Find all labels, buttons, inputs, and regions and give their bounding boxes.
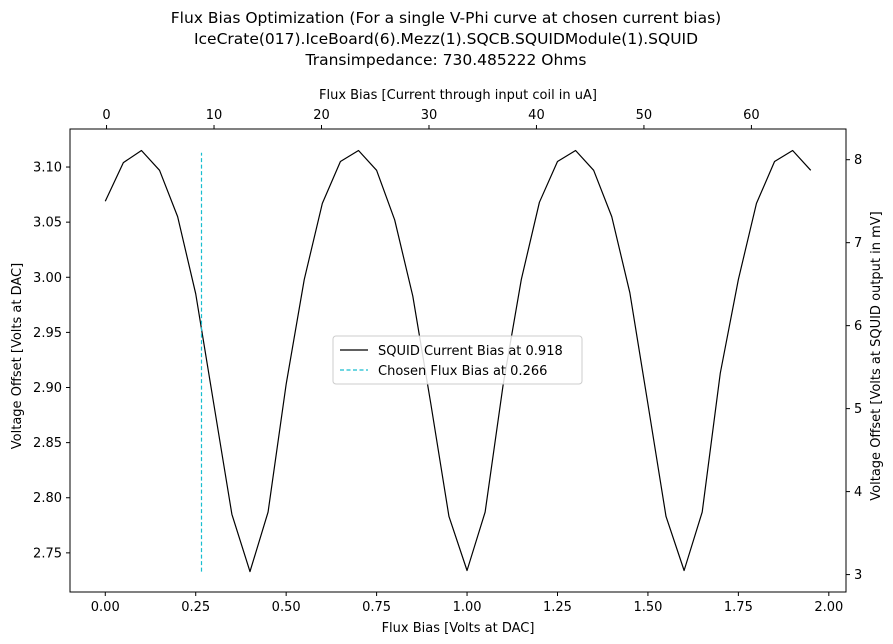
x-top-tick-label: 10 [206, 108, 223, 123]
squid-vphi-curve [104, 149, 812, 573]
legend-label-flux: Chosen Flux Bias at 0.266 [378, 364, 547, 379]
y-right-tick-label: 6 [854, 319, 862, 334]
plot-series [104, 149, 812, 573]
y-right-tick-label: 3 [854, 568, 862, 583]
y-right-tick-label: 4 [854, 485, 862, 500]
y-tick-label: 3.00 [33, 271, 62, 286]
y-right-tick-label: 5 [854, 402, 862, 417]
x-tick-label: 0.50 [272, 600, 301, 615]
x-tick-label: 1.00 [453, 600, 482, 615]
y-tick-label: 2.75 [33, 546, 62, 561]
y-tick-label: 3.10 [33, 161, 62, 176]
chart-title-line: IceCrate(017).IceBoard(6).Mezz(1).SQCB.S… [194, 30, 698, 48]
x-top-tick-label: 50 [636, 108, 653, 123]
x-tick-label: 0.00 [91, 600, 120, 615]
y-axis-left-label: Voltage Offset [Volts at DAC] [10, 263, 25, 449]
y-axis-left-ticks: 2.75 2.80 2.85 2.90 2.95 3.00 3.05 3.10 [33, 161, 70, 561]
chart-title: Flux Bias Optimization (For a single V-P… [171, 9, 721, 69]
chart-title-line: Flux Bias Optimization (For a single V-P… [171, 9, 721, 27]
x-tick-label: 0.75 [362, 600, 391, 615]
y-tick-label: 2.80 [33, 491, 62, 506]
x-top-tick-label: 40 [528, 108, 545, 123]
chart-title-line: Transimpedance: 730.485222 Ohms [305, 51, 587, 69]
x-top-tick-label: 60 [743, 108, 760, 123]
x-top-tick-label: 20 [313, 108, 330, 123]
x-tick-label: 2.00 [814, 600, 843, 615]
x-tick-label: 1.50 [633, 600, 662, 615]
x-axis-bottom-label: Flux Bias [Volts at DAC] [382, 621, 535, 636]
y-axis-right-ticks: 3 4 5 6 7 8 [846, 153, 862, 583]
x-axis-bottom-ticks: 0.00 0.25 0.50 0.75 1.00 1.25 1.50 1.75 2.00 [91, 592, 843, 615]
x-axis-top-ticks: 0 10 20 30 40 50 60 [102, 108, 760, 129]
x-tick-label: 1.75 [724, 600, 753, 615]
y-tick-label: 2.85 [33, 436, 62, 451]
y-axis-right-label: Voltage Offset [Volts at SQUID output in… [869, 211, 884, 500]
y-right-tick-label: 7 [854, 236, 862, 251]
plot-frame [69, 128, 847, 593]
legend-label-squid: SQUID Current Bias at 0.918 [378, 344, 563, 359]
y-tick-label: 3.05 [33, 216, 62, 231]
y-tick-label: 2.95 [33, 326, 62, 341]
x-tick-label: 0.25 [181, 600, 210, 615]
y-right-tick-label: 8 [854, 153, 862, 168]
x-axis-top-label: Flux Bias [Current through input coil in… [319, 88, 597, 103]
x-tick-label: 1.25 [543, 600, 572, 615]
y-tick-label: 2.90 [33, 381, 62, 396]
x-top-tick-label: 0 [102, 108, 110, 123]
legend: SQUID Current Bias at 0.918 Chosen Flux … [332, 335, 583, 385]
legend-box [332, 335, 583, 385]
x-top-tick-label: 30 [421, 108, 438, 123]
